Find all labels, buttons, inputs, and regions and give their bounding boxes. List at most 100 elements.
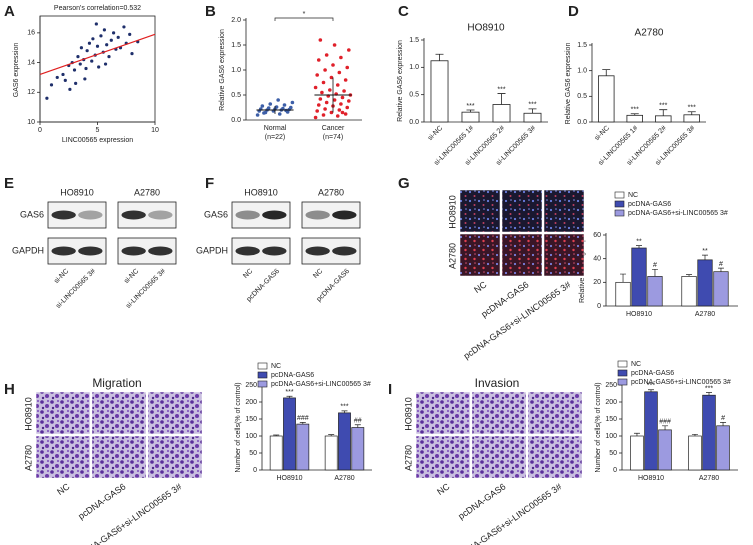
point bbox=[83, 77, 87, 81]
point bbox=[262, 111, 266, 115]
error-bar bbox=[659, 109, 668, 116]
legend-label: pcDNA-GAS6+si-LINC00565 3# bbox=[271, 381, 371, 388]
blot-band bbox=[235, 210, 260, 220]
legend-label: pcDNA-GAS6+si-LINC00565 3# bbox=[628, 210, 728, 217]
point bbox=[332, 98, 337, 102]
image-title: Migration bbox=[92, 376, 141, 390]
micrograph bbox=[415, 435, 471, 479]
point bbox=[290, 100, 295, 105]
y-tick-label: 1.0 bbox=[409, 64, 419, 71]
point bbox=[274, 105, 279, 109]
error-bar bbox=[648, 389, 654, 392]
y-tick-label: 0.0 bbox=[409, 119, 419, 126]
point bbox=[84, 66, 88, 71]
error-bar bbox=[286, 395, 293, 398]
blot-band bbox=[51, 210, 76, 220]
point bbox=[337, 70, 342, 75]
protein-label: GAS6 bbox=[204, 209, 228, 219]
error-bar bbox=[630, 113, 639, 116]
y-tick-label: 1.5 bbox=[231, 42, 241, 49]
legend-swatch bbox=[257, 380, 268, 388]
x-tick-label: si-NC bbox=[594, 125, 611, 142]
cell-line-label: A2780 bbox=[134, 187, 160, 197]
point bbox=[313, 85, 318, 90]
point bbox=[340, 110, 345, 115]
blot-band bbox=[121, 246, 146, 256]
lane-label: NC bbox=[312, 268, 324, 280]
point bbox=[342, 89, 346, 93]
y-axis-label: Relative GAS6 expression bbox=[219, 29, 226, 111]
legend-swatch bbox=[257, 362, 268, 370]
bar bbox=[713, 271, 729, 307]
error-bar bbox=[299, 422, 306, 425]
point bbox=[109, 38, 113, 42]
legend-label: pcDNA-GAS6 bbox=[271, 372, 314, 379]
micrograph bbox=[543, 233, 585, 277]
significance: * bbox=[303, 11, 306, 18]
bar bbox=[655, 115, 672, 123]
blot-band bbox=[305, 246, 330, 256]
micrograph bbox=[147, 391, 203, 435]
point bbox=[68, 87, 72, 91]
point bbox=[105, 43, 109, 47]
error-bar bbox=[706, 392, 712, 396]
significance: *** bbox=[466, 103, 474, 110]
point bbox=[91, 37, 95, 41]
y-tick-label: 0.0 bbox=[231, 117, 241, 124]
point bbox=[63, 78, 67, 82]
point bbox=[315, 73, 319, 77]
point bbox=[321, 80, 326, 85]
bar bbox=[461, 111, 480, 123]
blot-band bbox=[262, 246, 287, 256]
panel-letter: B bbox=[205, 3, 216, 20]
point bbox=[337, 108, 342, 112]
bar bbox=[702, 394, 716, 471]
significance: # bbox=[653, 262, 657, 269]
y-tick-label: 200 bbox=[245, 399, 257, 406]
point bbox=[329, 75, 334, 80]
micrograph bbox=[527, 391, 583, 435]
y-axis-label: Number of cells(% of control) bbox=[595, 382, 602, 472]
lane-label: si-NC bbox=[53, 268, 70, 285]
chart-title: A2780 bbox=[635, 28, 664, 39]
y-tick-label: 0 bbox=[597, 303, 601, 310]
row-label: A2780 bbox=[23, 445, 33, 471]
error-bar bbox=[717, 267, 724, 272]
blot-band bbox=[332, 246, 357, 256]
column-label: NC bbox=[472, 279, 489, 295]
point bbox=[332, 43, 337, 47]
column-label: NC bbox=[55, 481, 72, 497]
point bbox=[340, 95, 345, 100]
point bbox=[78, 62, 82, 66]
blot-band bbox=[121, 210, 146, 220]
significance: # bbox=[721, 415, 725, 422]
x-tick-label: Cancer bbox=[322, 125, 345, 132]
column-label: NC bbox=[435, 481, 452, 497]
point bbox=[61, 72, 65, 77]
bar bbox=[283, 397, 296, 471]
point bbox=[339, 55, 343, 60]
error-bar bbox=[620, 273, 627, 283]
point bbox=[324, 100, 329, 105]
y-tick-label: 1.0 bbox=[231, 67, 241, 74]
y-tick-label: 0 bbox=[253, 467, 257, 474]
point bbox=[79, 46, 83, 50]
point bbox=[347, 48, 351, 52]
blot-band bbox=[235, 246, 260, 256]
y-tick-label: 50 bbox=[609, 450, 617, 457]
micrograph bbox=[415, 391, 471, 435]
y-axis-label: Relative GAS6 expression bbox=[397, 40, 404, 122]
point bbox=[321, 113, 326, 117]
point bbox=[112, 31, 116, 35]
x-tick-label: HO8910 bbox=[276, 475, 302, 482]
point bbox=[49, 83, 54, 87]
point bbox=[318, 38, 323, 42]
x-tick-label: A2780 bbox=[695, 311, 715, 318]
error-bar bbox=[636, 245, 642, 249]
point bbox=[74, 81, 78, 85]
y-tick-label: 100 bbox=[245, 433, 257, 440]
point bbox=[316, 58, 321, 62]
bar bbox=[430, 60, 449, 123]
micrograph bbox=[471, 391, 527, 435]
panel-letter: A bbox=[4, 3, 15, 20]
